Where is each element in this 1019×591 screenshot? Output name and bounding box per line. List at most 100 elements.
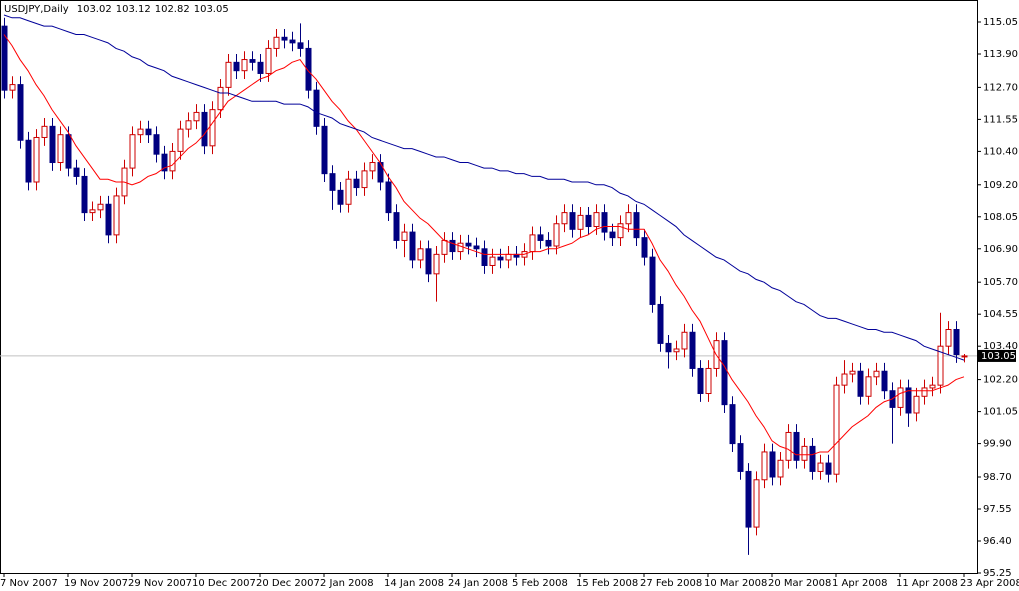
y-tick-label: 104.55 bbox=[983, 309, 1018, 320]
candle-body bbox=[665, 342, 672, 353]
candle-body bbox=[793, 431, 800, 461]
candle-body bbox=[281, 36, 288, 41]
candle-body bbox=[817, 462, 824, 472]
candle-body bbox=[137, 128, 144, 136]
candle-body bbox=[585, 214, 592, 228]
candle-body bbox=[841, 373, 848, 386]
header-close: 103.05 bbox=[194, 4, 229, 15]
x-tick-label: 27 Feb 2008 bbox=[640, 578, 702, 589]
y-tick-label: 110.40 bbox=[983, 146, 1018, 157]
candle-body bbox=[65, 134, 72, 169]
x-tick-label: 1 Apr 2008 bbox=[832, 578, 887, 589]
candle-body bbox=[449, 239, 456, 253]
candle-body bbox=[409, 231, 416, 261]
candle-body bbox=[201, 111, 208, 147]
candle-body bbox=[257, 61, 264, 74]
x-tick-label: 14 Jan 2008 bbox=[384, 578, 444, 589]
candle-body bbox=[897, 387, 904, 408]
candle-body bbox=[921, 387, 928, 397]
candle-body bbox=[9, 84, 16, 91]
candle-body bbox=[729, 404, 736, 445]
candle-body bbox=[433, 253, 440, 275]
candle-body bbox=[577, 214, 584, 230]
candle-body bbox=[609, 231, 616, 239]
candle-body bbox=[345, 178, 352, 205]
candle-body bbox=[785, 431, 792, 461]
candle-body bbox=[705, 367, 712, 395]
candle-body bbox=[273, 36, 280, 49]
plot-layer bbox=[0, 14, 977, 555]
candle-body bbox=[289, 39, 296, 44]
candle-body bbox=[625, 212, 632, 225]
x-tick-label: 29 Nov 2007 bbox=[128, 578, 192, 589]
x-tick-label: 23 Apr 2008 bbox=[960, 578, 1019, 589]
candle-body bbox=[913, 395, 920, 414]
x-tick-label: 7 Nov 2007 bbox=[0, 578, 58, 589]
candle-body bbox=[89, 209, 96, 214]
candle-body bbox=[489, 256, 496, 266]
candle-body bbox=[177, 128, 184, 152]
candle-body bbox=[25, 139, 32, 183]
candle-body bbox=[641, 237, 648, 258]
candle-body bbox=[321, 125, 328, 175]
candle-body bbox=[529, 234, 536, 253]
y-tick-label: 95.25 bbox=[983, 568, 1012, 579]
candle-body bbox=[569, 212, 576, 230]
candle-body bbox=[113, 195, 120, 236]
candle-body bbox=[857, 370, 864, 397]
moving-average bbox=[3, 14, 965, 361]
x-tick-label: 10 Mar 2008 bbox=[704, 578, 767, 589]
x-tick-label: 10 Dec 2007 bbox=[192, 578, 256, 589]
candle-body bbox=[193, 111, 200, 122]
candle-body bbox=[929, 384, 936, 389]
y-tick-label: 109.20 bbox=[983, 180, 1018, 191]
candle-body bbox=[33, 136, 40, 183]
candle-body bbox=[481, 248, 488, 266]
y-tick-label: 106.90 bbox=[983, 244, 1018, 255]
candle-body bbox=[737, 443, 744, 472]
y-tick-label: 111.55 bbox=[983, 114, 1018, 125]
symbol-title: USDJPY,Daily bbox=[4, 4, 69, 15]
candle-body bbox=[401, 231, 408, 241]
y-tick-label: 115.05 bbox=[983, 17, 1018, 28]
candle-body bbox=[873, 370, 880, 378]
candle-body bbox=[937, 345, 944, 386]
candle-body bbox=[497, 256, 504, 261]
candle-body bbox=[953, 328, 960, 356]
candle-body bbox=[753, 479, 760, 528]
candle-body bbox=[353, 178, 360, 189]
x-tick-label: 20 Dec 2007 bbox=[256, 578, 320, 589]
candle-body bbox=[537, 234, 544, 241]
plot-frame bbox=[0, 0, 978, 574]
candle-body bbox=[73, 167, 80, 177]
candle-body bbox=[441, 239, 448, 255]
x-tick-label: 15 Feb 2008 bbox=[576, 578, 638, 589]
candle-body bbox=[145, 128, 152, 136]
candle-body bbox=[305, 47, 312, 91]
candle-body bbox=[393, 212, 400, 241]
candle-body bbox=[1, 25, 8, 91]
candle-body bbox=[249, 59, 256, 63]
candle-body bbox=[385, 181, 392, 214]
candle-body bbox=[265, 47, 272, 74]
candle-body bbox=[129, 134, 136, 169]
candle-body bbox=[865, 376, 872, 397]
moving-average bbox=[3, 34, 965, 456]
candle-body bbox=[825, 462, 832, 475]
candle-body bbox=[617, 223, 624, 239]
candle-body bbox=[57, 134, 64, 164]
header-low: 102.82 bbox=[155, 4, 190, 15]
price-tag: 103.05 bbox=[981, 351, 1016, 362]
header-open: 103.02 bbox=[77, 4, 112, 15]
candle-body bbox=[425, 248, 432, 275]
candle-body bbox=[697, 367, 704, 395]
candle-body bbox=[601, 212, 608, 233]
y-tick-label: 103.40 bbox=[983, 341, 1018, 352]
candle-body bbox=[313, 89, 320, 127]
candle-body bbox=[465, 242, 472, 247]
candle-body bbox=[905, 387, 912, 414]
candle-body bbox=[801, 445, 808, 461]
candle-body bbox=[41, 125, 48, 138]
candle-body bbox=[761, 451, 768, 481]
